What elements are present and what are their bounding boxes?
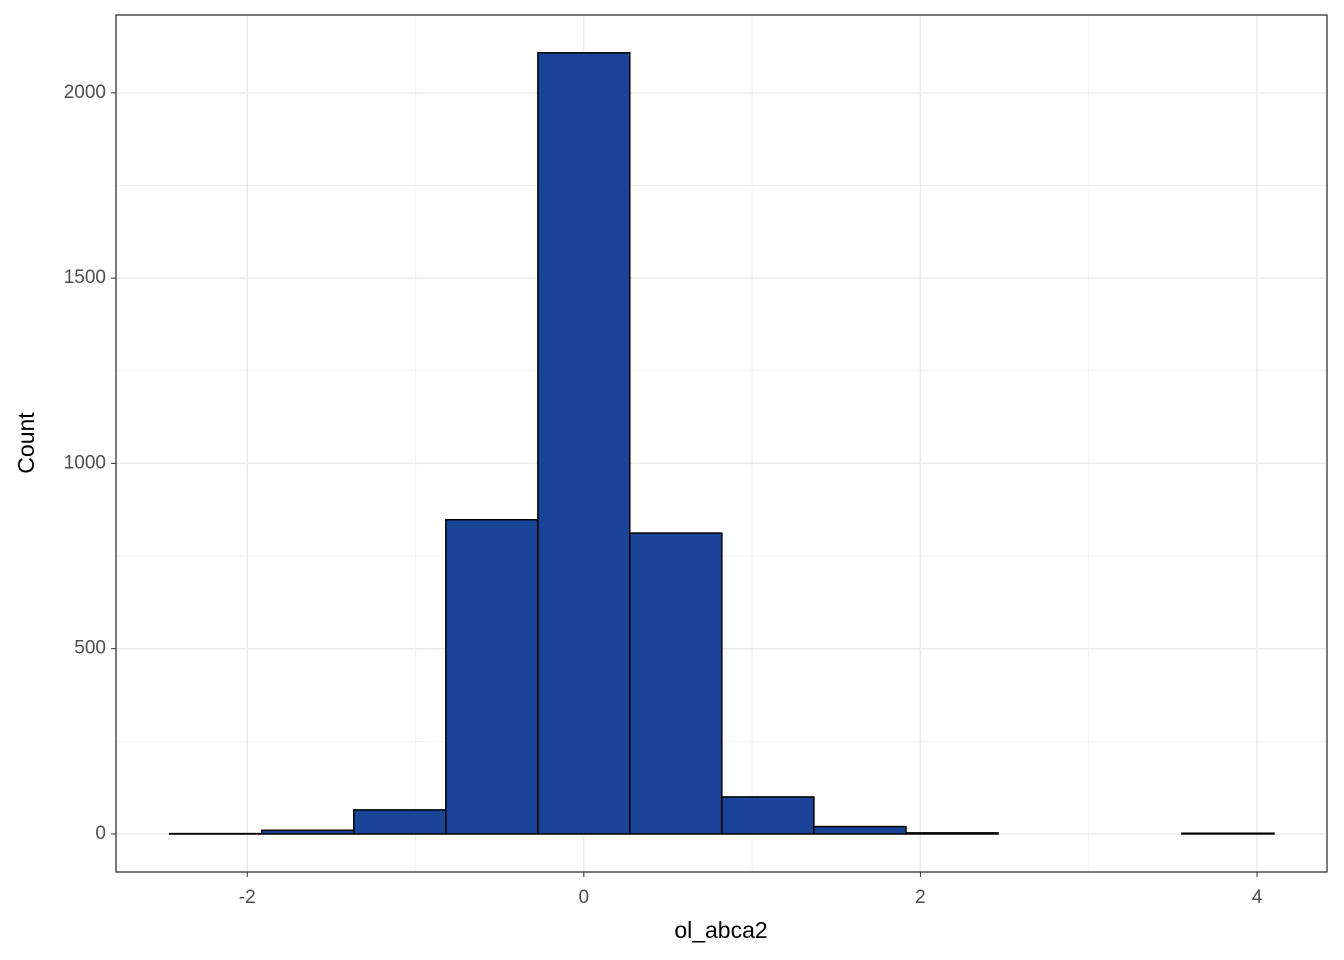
bar <box>721 796 815 835</box>
x-axis-title: ol_abca2 <box>674 917 767 943</box>
y-tick-label: 1000 <box>64 452 106 473</box>
panel-border <box>115 14 1328 873</box>
bar <box>629 532 723 835</box>
y-tick-label: 2000 <box>64 82 106 103</box>
bar <box>260 829 355 835</box>
bar <box>353 809 447 835</box>
bar <box>445 518 539 835</box>
y-tick-label: 0 <box>95 823 106 844</box>
y-tick-label: 1500 <box>64 267 106 288</box>
x-tick-label: 4 <box>1252 887 1263 908</box>
x-tick-label: 0 <box>579 887 590 908</box>
y-axis-title: Count <box>13 412 39 474</box>
y-tick-label: 500 <box>74 638 106 659</box>
bar <box>537 52 631 835</box>
bars <box>168 52 1275 835</box>
bar <box>813 825 907 835</box>
bar <box>905 832 999 835</box>
x-tick-label: -2 <box>239 887 256 908</box>
x-tick-label: 2 <box>915 887 926 908</box>
bar <box>1181 832 1275 835</box>
